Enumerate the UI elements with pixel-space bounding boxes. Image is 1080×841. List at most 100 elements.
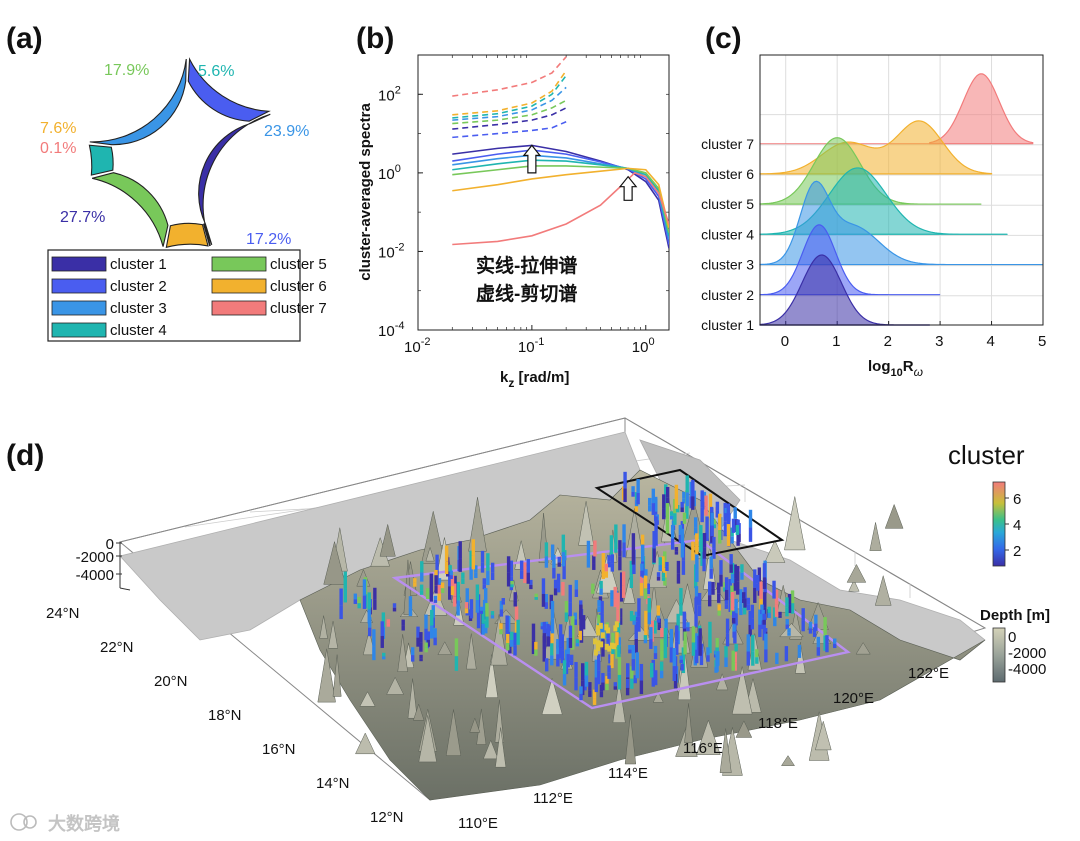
cluster-column-base: [386, 623, 391, 627]
cluster-column-base: [413, 582, 417, 587]
cluster-column: [700, 533, 704, 552]
cluster-column: [613, 682, 618, 687]
cluster-column: [605, 676, 609, 684]
cluster-column-base: [637, 616, 641, 632]
cluster-column-base: [634, 505, 639, 512]
cluster-column: [614, 524, 618, 541]
cluster-column-base: [643, 588, 648, 599]
cluster-column-base: [640, 570, 644, 577]
cluster-column-base: [649, 639, 653, 649]
cluster-column: [601, 553, 606, 568]
donut-slice-6: [165, 222, 209, 249]
cluster-column-base: [654, 505, 658, 512]
cluster-column-base: [801, 620, 805, 632]
colorbar-cluster-tick: 2: [1013, 543, 1021, 560]
cluster-column-base: [410, 655, 415, 662]
cluster-column-base: [469, 609, 474, 619]
y-tick-label-d: 12°N: [370, 809, 404, 826]
cluster-column: [726, 503, 731, 515]
cluster-column: [465, 588, 469, 604]
cluster-column: [510, 631, 514, 640]
legend-swatch-4: [51, 322, 107, 338]
cluster-column: [519, 560, 524, 571]
cluster-column: [485, 603, 489, 617]
cluster-column: [594, 659, 599, 678]
cluster-column-base: [735, 530, 740, 535]
cluster-column: [724, 598, 729, 605]
z-tick-label-d: -2000: [76, 549, 114, 566]
cluster-column-base: [715, 510, 720, 518]
cluster-column: [573, 612, 577, 620]
cluster-column: [564, 601, 569, 613]
cluster-column: [635, 652, 639, 667]
cluster-column-base: [694, 613, 698, 628]
cluster-column: [464, 602, 469, 609]
cluster-column-base: [658, 564, 662, 572]
cluster-column-base: [450, 586, 455, 596]
cluster-column: [693, 517, 698, 528]
cluster-column: [665, 486, 670, 498]
cluster-column: [574, 662, 578, 678]
cluster-column-base: [651, 503, 656, 515]
cluster-column-base: [673, 673, 678, 689]
cluster-column: [505, 615, 509, 630]
cluster-column-base: [755, 583, 760, 591]
cluster-column-base: [695, 649, 699, 664]
annotation-arrow-2: [618, 175, 638, 201]
cluster-column: [419, 632, 423, 643]
cluster-column-base: [368, 627, 372, 637]
series-line-1: [452, 144, 669, 249]
cluster-column: [709, 556, 713, 569]
cluster-column-base: [694, 596, 699, 605]
cluster-column: [661, 572, 666, 578]
cluster-column: [426, 631, 431, 640]
cluster-column: [630, 666, 634, 679]
cluster-column-base: [731, 661, 735, 671]
cluster-column-base: [772, 590, 776, 599]
cluster-column: [662, 494, 666, 509]
cluster-column-base: [513, 600, 517, 607]
cluster-column-base: [592, 563, 596, 570]
cluster-column-base: [778, 615, 782, 618]
cluster-column: [581, 615, 586, 623]
cluster-column: [615, 632, 619, 647]
cluster-column-base: [631, 550, 636, 565]
cluster-column: [691, 626, 696, 643]
cluster-column-base: [437, 593, 442, 601]
cluster-column: [676, 613, 680, 631]
cluster-column: [566, 637, 570, 655]
cluster-column: [797, 644, 802, 653]
cluster-column: [644, 569, 648, 574]
cluster-column-base: [474, 572, 478, 579]
colorbar-depth: [992, 627, 1006, 683]
cluster-column-base: [787, 632, 791, 636]
x-axis-label-b: kz [rad/m]: [500, 369, 569, 390]
cluster-column: [343, 571, 347, 589]
cluster-column: [575, 639, 580, 644]
cluster-column: [767, 606, 771, 613]
series-line-14: [452, 56, 567, 97]
cluster-column-base: [448, 586, 452, 600]
cluster-column: [737, 523, 741, 534]
cluster-column: [550, 631, 554, 644]
cluster-column-base: [650, 670, 654, 678]
cluster-column: [481, 610, 485, 624]
cluster-column: [660, 639, 664, 651]
cluster-column-base: [682, 620, 687, 629]
cluster-column: [629, 560, 634, 576]
cluster-column: [816, 636, 821, 648]
cluster-column-base: [618, 556, 622, 571]
cluster-column: [480, 550, 485, 563]
cluster-column-base: [695, 569, 699, 582]
cluster-column: [622, 524, 626, 543]
cluster-column-base: [357, 603, 361, 609]
series-line-6: [452, 167, 669, 228]
cluster-column: [732, 624, 736, 632]
cluster-column-base: [644, 626, 648, 639]
cluster-column: [419, 654, 423, 659]
cluster-column-base: [575, 643, 580, 647]
cluster-column-base: [392, 607, 397, 612]
y-tick-label-b: 102: [378, 84, 401, 104]
cluster-column-base: [634, 616, 639, 622]
cluster-column-base: [632, 563, 636, 575]
